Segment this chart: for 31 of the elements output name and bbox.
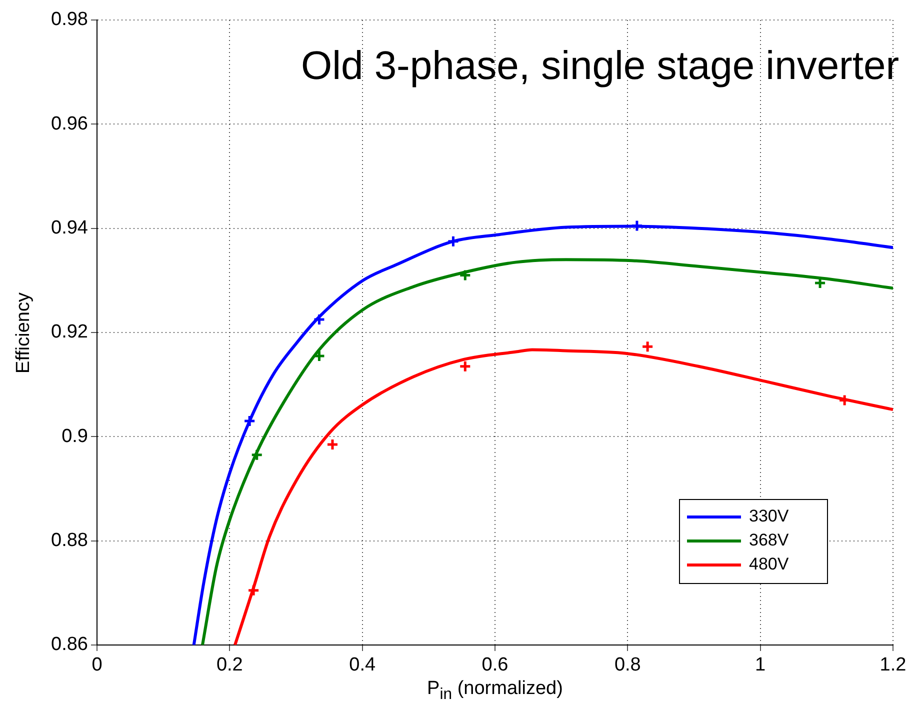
x-tick-label: 0.8 bbox=[614, 654, 641, 676]
y-tick-label: 0.94 bbox=[51, 218, 88, 239]
x-axis-title: P$_{in}$ (normalized) bbox=[426, 678, 564, 704]
x-tick-label: 1.2 bbox=[880, 654, 906, 676]
x-tick-label: 0.6 bbox=[482, 654, 508, 676]
y-tick-label: 0.88 bbox=[51, 530, 88, 552]
point bbox=[641, 340, 654, 353]
y-tick-label: 0.86 bbox=[51, 634, 88, 656]
x-tick-label: 1 bbox=[755, 654, 766, 676]
point bbox=[326, 438, 339, 451]
legend-label: 368V bbox=[749, 530, 790, 550]
text: Old 3-phase, single stage inverter bbox=[300, 44, 900, 88]
point bbox=[458, 360, 472, 373]
y-tick-label: 0.9 bbox=[62, 426, 88, 447]
line-series bbox=[233, 348, 893, 645]
point bbox=[630, 219, 644, 232]
point bbox=[247, 584, 260, 597]
point bbox=[250, 448, 264, 462]
point bbox=[458, 268, 472, 282]
point bbox=[312, 313, 326, 326]
x-tick-label: 0.2 bbox=[216, 654, 243, 676]
point bbox=[446, 235, 460, 248]
y-tick-label: 0.96 bbox=[51, 113, 88, 134]
point bbox=[243, 414, 256, 428]
x-tick-label: 0.4 bbox=[349, 654, 376, 676]
y-axis-title: Efficiency bbox=[13, 292, 35, 374]
y-tick-label: 0.92 bbox=[51, 322, 88, 343]
legend-label: 330V bbox=[749, 506, 790, 526]
y-tick-label: 0.98 bbox=[51, 9, 88, 30]
x-tick-label: 0 bbox=[92, 654, 102, 676]
legend-label: 480V bbox=[749, 554, 790, 574]
